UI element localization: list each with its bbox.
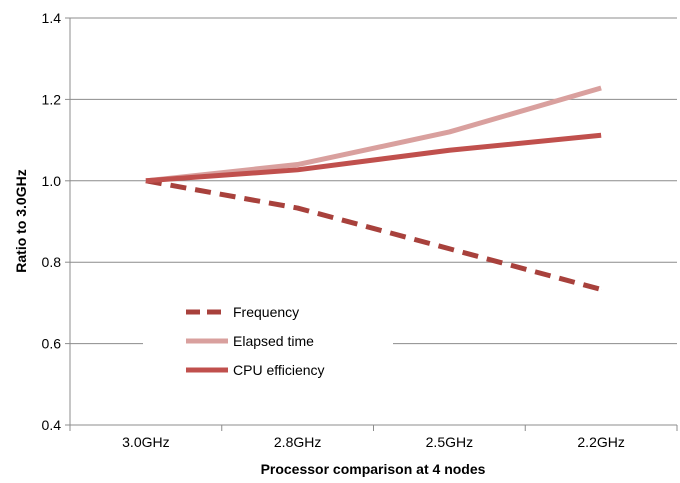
x-axis-title: Processor comparison at 4 nodes <box>261 461 486 477</box>
axes <box>69 18 678 431</box>
x-tick-label: 2.8GHz <box>274 434 321 450</box>
series-line-frequency <box>145 178 602 292</box>
x-tick-label: 2.5GHz <box>426 434 473 450</box>
legend-label: CPU efficiency <box>233 362 325 378</box>
x-tick-label: 2.2GHz <box>577 434 624 450</box>
series-lines <box>145 85 602 292</box>
y-tick-label: 1.2 <box>42 91 62 107</box>
y-axis-title: Ratio to 3.0GHz <box>13 169 29 272</box>
legend-label: Elapsed time <box>233 333 314 349</box>
y-tick-labels: 0.4 0.6 0.8 1.0 1.2 1.4 <box>42 10 62 433</box>
y-tick-label: 0.4 <box>42 417 62 433</box>
y-tick-label: 0.8 <box>42 254 62 270</box>
series-line-cpu-efficiency <box>145 132 602 184</box>
legend-label: Frequency <box>233 304 299 320</box>
x-tick-label: 3.0GHz <box>122 434 169 450</box>
y-tick-label: 1.4 <box>42 10 62 26</box>
y-tick-label: 1.0 <box>42 173 62 189</box>
y-tick-label: 0.6 <box>42 336 62 352</box>
legend: Frequency Elapsed time CPU efficiency <box>143 293 393 389</box>
legend-background <box>143 293 393 389</box>
series-line-elapsed-time <box>145 85 602 184</box>
x-tick-labels: 3.0GHz 2.8GHz 2.5GHz 2.2GHz <box>122 434 625 450</box>
